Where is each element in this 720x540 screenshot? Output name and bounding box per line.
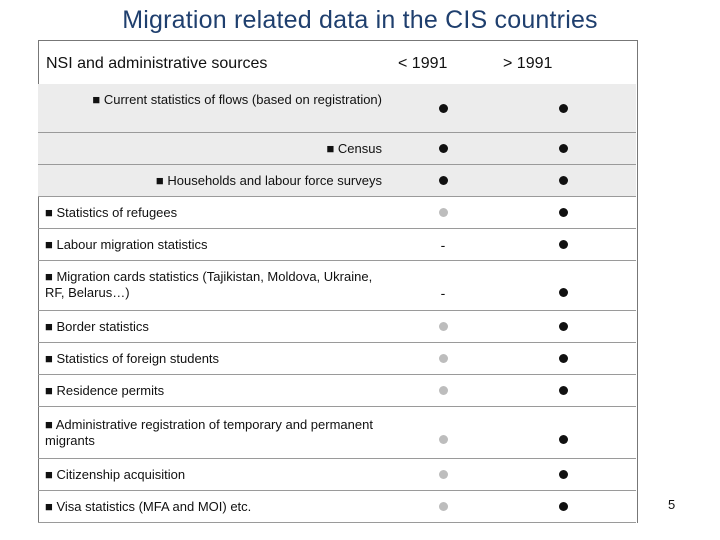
availability-dot xyxy=(558,288,568,297)
not-available-dash: - xyxy=(440,236,446,253)
availability-dot xyxy=(558,470,568,479)
partial-availability-dot xyxy=(438,470,448,479)
before-1991-cell xyxy=(398,375,488,406)
header-source-label: NSI and administrative sources xyxy=(46,55,268,72)
partial-availability-dot xyxy=(438,354,448,363)
row-label: ■ Border statistics xyxy=(45,319,149,334)
partial-availability-dot xyxy=(438,502,448,511)
availability-dot xyxy=(558,386,568,395)
row-label: ■ Visa statistics (MFA and MOI) etc. xyxy=(45,499,252,514)
availability-dot xyxy=(558,103,568,113)
row-label: ■ Statistics of refugees xyxy=(45,205,178,220)
availability-dot xyxy=(558,354,568,363)
availability-dot xyxy=(558,502,568,511)
before-1991-cell: - xyxy=(398,229,488,260)
availability-dot xyxy=(558,322,568,331)
slide-title: Migration related data in the CIS countr… xyxy=(122,6,598,34)
before-1991-cell xyxy=(398,133,488,164)
before-1991-cell xyxy=(398,197,488,228)
after-1991-cell xyxy=(518,343,608,374)
table-row: ■ Residence permits xyxy=(38,375,636,407)
after-1991-cell xyxy=(518,197,608,228)
table-row: ■ Visa statistics (MFA and MOI) etc. xyxy=(38,491,636,523)
availability-dot xyxy=(558,435,568,444)
before-1991-cell xyxy=(398,491,488,522)
availability-dot xyxy=(438,144,448,153)
before-1991-cell xyxy=(398,165,488,196)
page-number: 5 xyxy=(668,497,676,512)
partial-availability-dot xyxy=(438,435,448,444)
after-1991-cell xyxy=(518,229,608,260)
before-1991-cell xyxy=(398,343,488,374)
header-after-1991: > 1991 xyxy=(503,55,553,72)
before-1991-cell xyxy=(398,407,488,458)
after-1991-cell xyxy=(518,459,608,490)
after-1991-cell xyxy=(518,133,608,164)
row-label: ■ Migration cards statistics (Tajikistan… xyxy=(45,269,373,300)
availability-dot xyxy=(438,103,448,113)
table-row: ■ Census xyxy=(38,133,636,165)
table-frame xyxy=(38,40,638,523)
before-1991-cell xyxy=(398,84,488,132)
availability-dot xyxy=(438,176,448,185)
after-1991-cell xyxy=(518,165,608,196)
row-label: ■ Current statistics of flows (based on … xyxy=(92,92,382,107)
after-1991-cell xyxy=(518,84,608,132)
table-row: ■ Migration cards statistics (Tajikistan… xyxy=(38,261,636,311)
row-label: ■ Statistics of foreign students xyxy=(45,351,220,366)
row-label: ■ Administrative registration of tempora… xyxy=(45,417,373,448)
row-label: ■ Labour migration statistics xyxy=(45,237,208,252)
after-1991-cell xyxy=(518,311,608,342)
row-label: ■ Citizenship acquisition xyxy=(45,467,186,482)
partial-availability-dot xyxy=(438,322,448,331)
before-1991-cell xyxy=(398,459,488,490)
table-row: ■ Households and labour force surveys xyxy=(38,165,636,197)
availability-dot xyxy=(558,176,568,185)
partial-availability-dot xyxy=(438,208,448,217)
not-available-dash: - xyxy=(440,284,446,301)
after-1991-cell xyxy=(518,261,608,310)
table-row: ■ Citizenship acquisition xyxy=(38,459,636,491)
table-row: ■ Administrative registration of tempora… xyxy=(38,407,636,459)
row-label: ■ Households and labour force surveys xyxy=(155,173,382,188)
after-1991-cell xyxy=(518,491,608,522)
table-row: ■ Statistics of foreign students xyxy=(38,343,636,375)
before-1991-cell: - xyxy=(398,261,488,310)
header-before-1991: < 1991 xyxy=(398,55,448,72)
table-row: ■ Statistics of refugees xyxy=(38,197,636,229)
row-label: ■ Census xyxy=(326,141,382,156)
before-1991-cell xyxy=(398,311,488,342)
after-1991-cell xyxy=(518,375,608,406)
partial-availability-dot xyxy=(438,386,448,395)
after-1991-cell xyxy=(518,407,608,458)
availability-dot xyxy=(558,240,568,249)
availability-dot xyxy=(558,208,568,217)
table-row: ■ Current statistics of flows (based on … xyxy=(38,84,636,133)
table-row: ■ Border statistics xyxy=(38,311,636,343)
table-row: ■ Labour migration statistics - xyxy=(38,229,636,261)
row-label: ■ Residence permits xyxy=(45,383,165,398)
availability-dot xyxy=(558,144,568,153)
